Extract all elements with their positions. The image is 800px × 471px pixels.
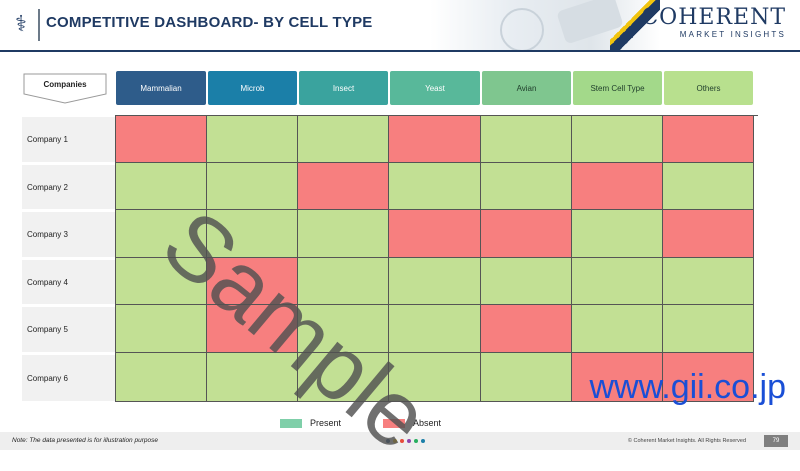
matrix-cell-absent: [389, 210, 481, 258]
matrix-cell-absent: [663, 353, 754, 402]
matrix-cell-absent: [572, 163, 663, 210]
matrix-cell-present: [389, 258, 481, 305]
matrix-cell-absent: [207, 258, 298, 305]
pagination-dot: [393, 439, 397, 443]
legend-absent-swatch: [383, 418, 405, 428]
matrix-cell-present: [207, 163, 298, 210]
pagination-dot: [386, 439, 390, 443]
pagination-dot: [400, 439, 404, 443]
matrix-cell-present: [115, 163, 207, 210]
matrix-cell-present: [115, 258, 207, 305]
matrix-cell-present: [115, 305, 207, 353]
column-header-others: Others: [664, 71, 753, 105]
matrix-cell-present: [572, 210, 663, 258]
row-header-company-6: Company 6: [22, 355, 115, 401]
matrix-cell-present: [298, 305, 389, 353]
header-rule: [0, 50, 800, 52]
slide-title: COMPETITIVE DASHBOARD- BY CELL TYPE: [46, 14, 373, 31]
brand-logo: COHERENT MARKET INSIGHTS: [641, 6, 786, 40]
matrix-cell-present: [481, 115, 572, 163]
header-decoration-stripe: [610, 0, 660, 50]
column-header-microb: Microb: [208, 71, 297, 105]
matrix-cell-present: [298, 258, 389, 305]
slide-footer: Note: The data presented is for illustra…: [0, 432, 800, 450]
matrix-cell-present: [663, 163, 754, 210]
row-header-company-4: Company 4: [22, 260, 115, 304]
row-header-company-2: Company 2: [22, 165, 115, 209]
matrix-cell-present: [389, 163, 481, 210]
brand-name: COHERENT: [641, 5, 786, 30]
matrix-cell-absent: [298, 163, 389, 210]
matrix-cell-present: [389, 353, 481, 402]
matrix-cell-present: [572, 305, 663, 353]
matrix-cell-absent: [572, 353, 663, 402]
matrix-cell-absent: [663, 115, 754, 163]
row-header-company-1: Company 1: [22, 117, 115, 162]
copyright-text: © Coherent Market Insights. All Rights R…: [627, 438, 746, 444]
matrix-cell-present: [663, 305, 754, 353]
pagination-dot: [414, 439, 418, 443]
matrix-cell-present: [663, 258, 754, 305]
slide-header: ⚕ COMPETITIVE DASHBOARD- BY CELL TYPE CO…: [0, 0, 800, 52]
companies-corner: Companies: [22, 72, 108, 104]
pagination-dots: [386, 439, 425, 443]
matrix-cell-present: [298, 353, 389, 402]
legend-present-swatch: [280, 418, 302, 428]
column-header-yeast: Yeast: [390, 71, 480, 105]
matrix-cell-present: [115, 353, 207, 402]
header-decoration-circle: [500, 8, 544, 52]
matrix-cell-present: [207, 353, 298, 402]
legend-absent-label: Absent: [413, 418, 442, 428]
presence-matrix: [115, 115, 758, 402]
matrix-cell-present: [481, 353, 572, 402]
brand-tagline: MARKET INSIGHTS: [679, 30, 786, 39]
matrix-cell-absent: [115, 115, 207, 163]
column-header-mammalian: Mammalian: [116, 71, 206, 105]
matrix-cell-absent: [207, 305, 298, 353]
matrix-cell-present: [572, 258, 663, 305]
legend-absent: Absent: [383, 418, 441, 428]
gii-url-overlay: www.gii.co.jp: [589, 368, 786, 406]
caduceus-icon: ⚕: [15, 11, 27, 36]
illustration-note: Note: The data presented is for illustra…: [12, 437, 158, 444]
header-divider: [38, 9, 40, 41]
chevron-down-icon: [23, 73, 107, 104]
row-header-company-5: Company 5: [22, 307, 115, 352]
pagination-dot: [421, 439, 425, 443]
matrix-cell-present: [481, 258, 572, 305]
matrix-cell-present: [298, 210, 389, 258]
matrix-cell-absent: [663, 210, 754, 258]
matrix-cell-present: [207, 115, 298, 163]
matrix-cell-absent: [481, 305, 572, 353]
matrix-cell-present: [298, 115, 389, 163]
companies-header: Companies: [43, 80, 87, 89]
row-header-company-3: Company 3: [22, 212, 115, 257]
matrix-cell-present: [481, 163, 572, 210]
column-header-avian: Avian: [482, 71, 571, 105]
matrix-cell-absent: [481, 210, 572, 258]
column-header-stem-cell-type: Stem Cell Type: [573, 71, 662, 105]
pagination-dot: [407, 439, 411, 443]
legend-present: Present: [280, 418, 341, 428]
matrix-cell-present: [207, 210, 298, 258]
matrix-cell-present: [389, 305, 481, 353]
column-header-insect: Insect: [299, 71, 388, 105]
matrix-cell-absent: [389, 115, 481, 163]
page-number: 79: [764, 435, 788, 447]
matrix-cell-present: [115, 210, 207, 258]
matrix-cell-present: [572, 115, 663, 163]
legend-present-label: Present: [310, 418, 342, 428]
